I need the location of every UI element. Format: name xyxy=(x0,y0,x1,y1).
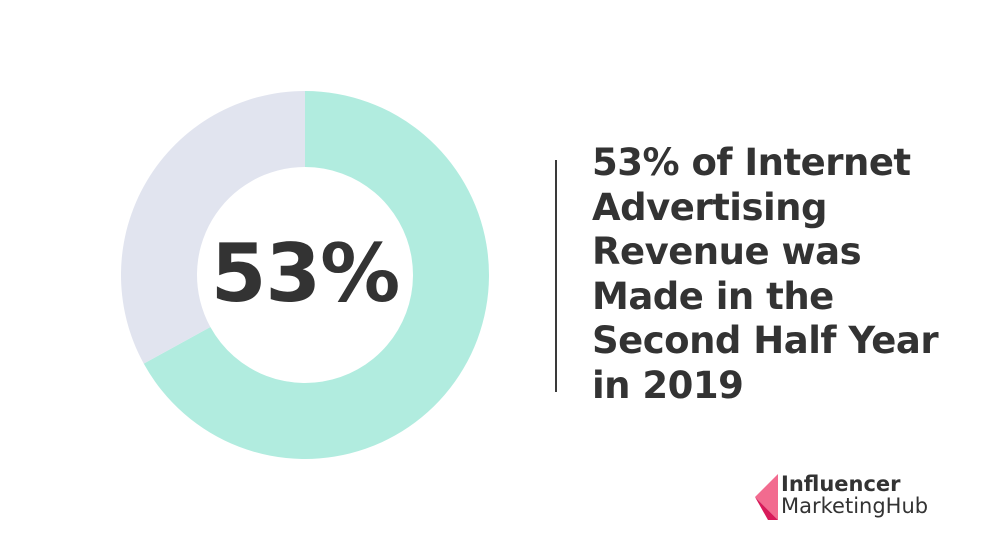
headline-line: in 2019 xyxy=(592,363,744,407)
donut-center-value: 53% xyxy=(210,227,400,320)
logo-diamond-icon xyxy=(755,474,778,520)
logo-text-influencer: Influencer xyxy=(781,472,901,496)
headline-line: Advertising xyxy=(592,185,827,229)
headline-line: Made in the xyxy=(592,274,834,318)
influencer-marketing-hub-logo: Influencer MarketingHub xyxy=(754,470,994,530)
logo-text-marketinghub: MarketingHub xyxy=(781,494,929,518)
donut-slice-1 xyxy=(121,91,306,364)
donut-slice-0 xyxy=(143,91,489,460)
donut-chart xyxy=(121,91,489,460)
headline-line: Revenue was xyxy=(592,230,862,273)
headline-line: Second Half Year xyxy=(592,319,939,362)
headline-text: 53% of Internet Advertising Revenue was … xyxy=(592,141,992,408)
divider-line xyxy=(555,160,557,392)
headline-line: 53% of Internet xyxy=(592,141,911,184)
